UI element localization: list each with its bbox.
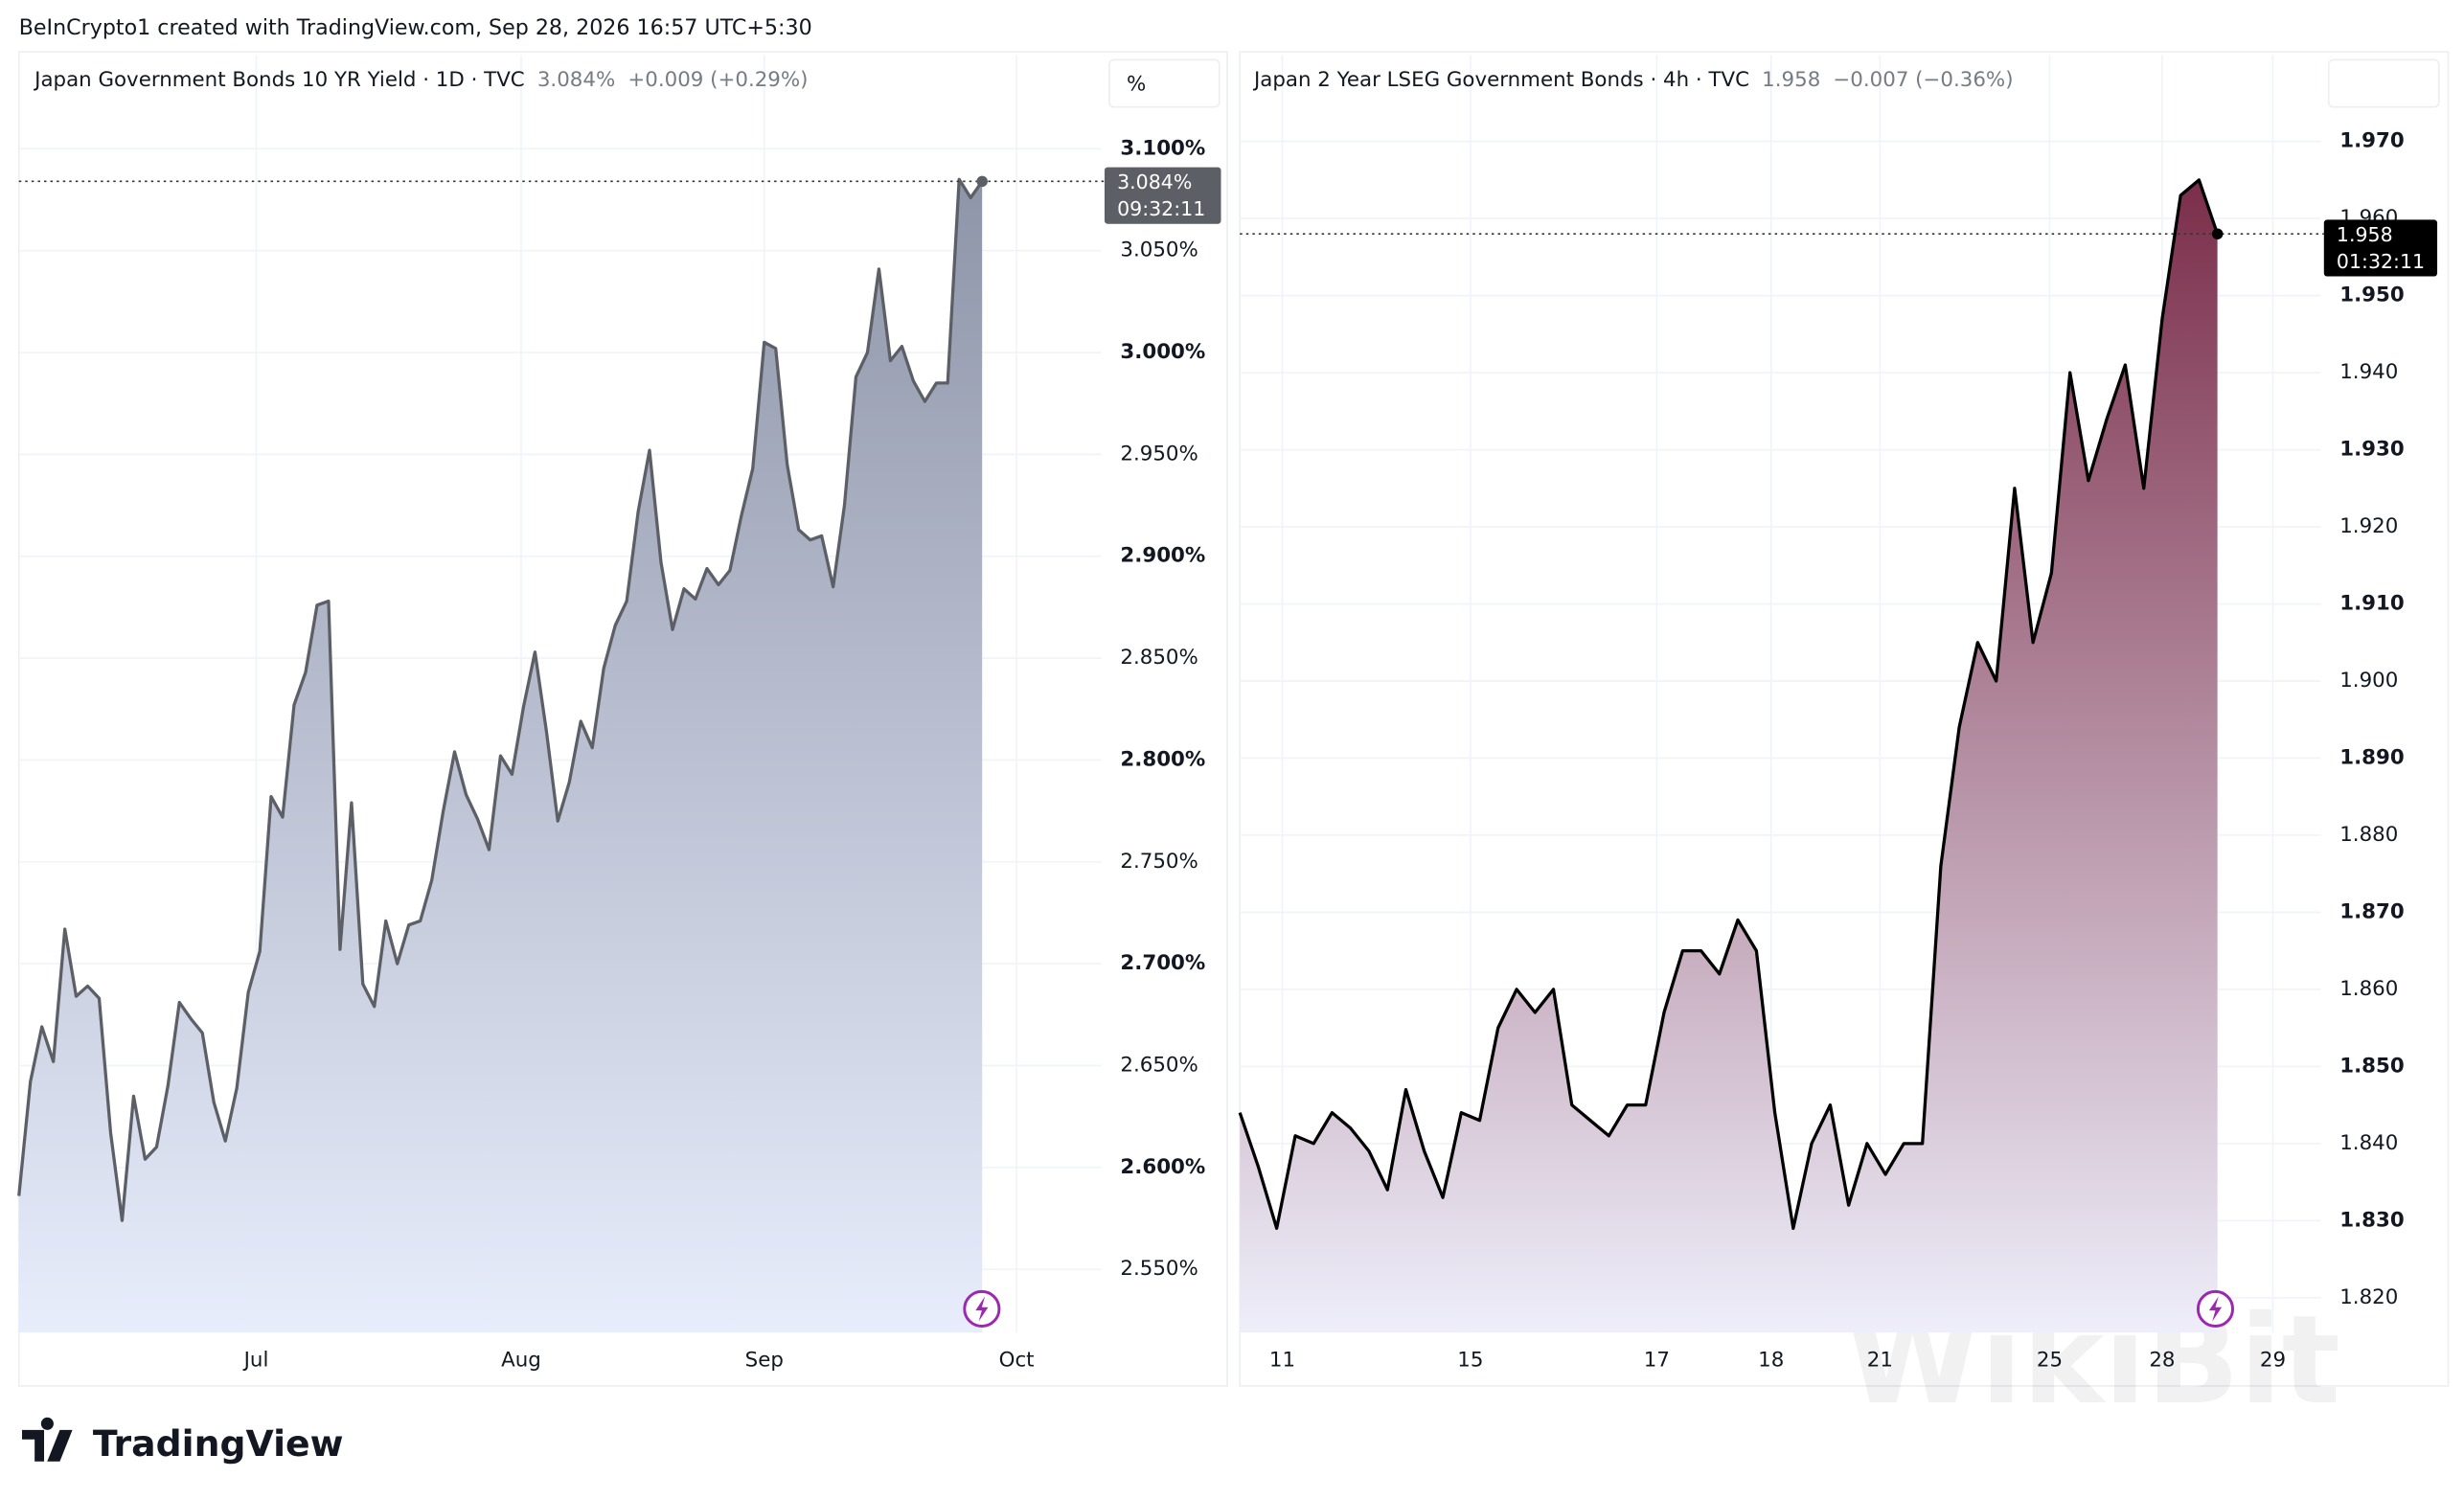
y-tick-label: 2.600% (1120, 1155, 1205, 1179)
panel-left (17, 51, 1228, 1387)
panel-right (1239, 51, 2450, 1387)
y-tick-label: 3.000% (1120, 340, 1205, 364)
x-tick-label: 15 (1457, 1349, 1483, 1373)
x-tick-label: 17 (1644, 1349, 1670, 1373)
y-tick-label: 1.830 (2339, 1208, 2405, 1232)
x-tick-label: 29 (2260, 1349, 2286, 1373)
logo-text: TradingView (93, 1422, 344, 1465)
tradingview-logo: TradingView (22, 1417, 344, 1465)
y-tick-label: 3.050% (1120, 239, 1198, 262)
header-price: 1.958 (1762, 68, 1820, 92)
y-tick-label: 1.930 (2339, 438, 2405, 462)
unit-button (2327, 58, 2440, 108)
y-tick-label: 1.900 (2339, 669, 2398, 693)
header-price: 3.084% (537, 68, 615, 92)
unit-button (1108, 58, 1221, 108)
y-tick-label: 2.850% (1120, 646, 1198, 670)
y-tick-label: 1.850 (2339, 1054, 2405, 1078)
y-tick-label: 1.910 (2339, 592, 2405, 616)
price-line (1238, 178, 2220, 1231)
countdown: 01:32:11 (2337, 250, 2425, 273)
countdown: 09:32:11 (1117, 197, 1205, 220)
y-tick-label: 1.890 (2339, 745, 2405, 769)
header-title: Japan Government Bonds 10 YR Yield · 1D … (33, 68, 525, 92)
header-change: −0.007 (−0.36%) (1833, 68, 2013, 92)
x-tick-label: 25 (2037, 1349, 2063, 1373)
y-tick-label: 2.550% (1120, 1257, 1198, 1281)
attribution: BeInCrypto1 created with TradingView.com… (19, 15, 812, 40)
price-box (1104, 167, 1221, 224)
x-tick-label: 21 (1867, 1349, 1893, 1373)
y-tick-label: 2.950% (1120, 442, 1198, 466)
y-tick-label: 1.970 (2339, 129, 2405, 153)
unit-label: % (1127, 73, 1146, 97)
y-tick-label: 2.900% (1120, 544, 1205, 568)
chart-header: Japan Government Bonds 10 YR Yield · 1D … (33, 68, 808, 92)
x-tick-label: 28 (2149, 1349, 2175, 1373)
y-tick-label: 1.940 (2339, 360, 2398, 384)
x-tick-label: Aug (501, 1349, 541, 1373)
y-tick-label: 1.880 (2339, 823, 2398, 847)
y-tick-label: 1.840 (2339, 1131, 2398, 1155)
header-title: Japan 2 Year LSEG Government Bonds · 4h … (1252, 68, 1749, 92)
y-tick-label: 1.820 (2339, 1285, 2398, 1309)
price-box-label: 3.084% (1117, 170, 1192, 193)
area-fill (1240, 179, 2218, 1333)
y-tick-label: 3.100% (1120, 136, 1205, 160)
x-tick-label: 11 (1269, 1349, 1295, 1373)
y-tick-label: 2.650% (1120, 1053, 1198, 1077)
header-change: +0.009 (+0.29%) (627, 68, 808, 92)
last-point (976, 175, 988, 188)
area-fill (18, 179, 983, 1333)
price-box (2323, 219, 2438, 277)
y-tick-label: 1.950 (2339, 284, 2405, 307)
y-tick-label: 1.860 (2339, 977, 2398, 1001)
last-point (2211, 228, 2224, 239)
x-tick-label: Jul (242, 1349, 269, 1373)
y-tick-label: 1.920 (2339, 514, 2398, 538)
chart-header: Japan 2 Year LSEG Government Bonds · 4h … (1252, 68, 2014, 92)
y-tick-label: 2.800% (1120, 747, 1205, 771)
y-tick-label: 1.870 (2339, 899, 2405, 923)
price-box-label: 1.958 (2337, 223, 2393, 246)
lightning-bolt (2208, 1296, 2223, 1322)
x-tick-label: 18 (1758, 1349, 1784, 1373)
y-tick-label: 2.750% (1120, 850, 1198, 874)
lightning-bolt (975, 1296, 989, 1322)
x-tick-label: Oct (999, 1349, 1035, 1373)
x-tick-label: Sep (745, 1349, 784, 1373)
price-line (17, 177, 984, 1222)
logo-icon (22, 1417, 73, 1462)
y-tick-label: 2.700% (1120, 951, 1205, 975)
